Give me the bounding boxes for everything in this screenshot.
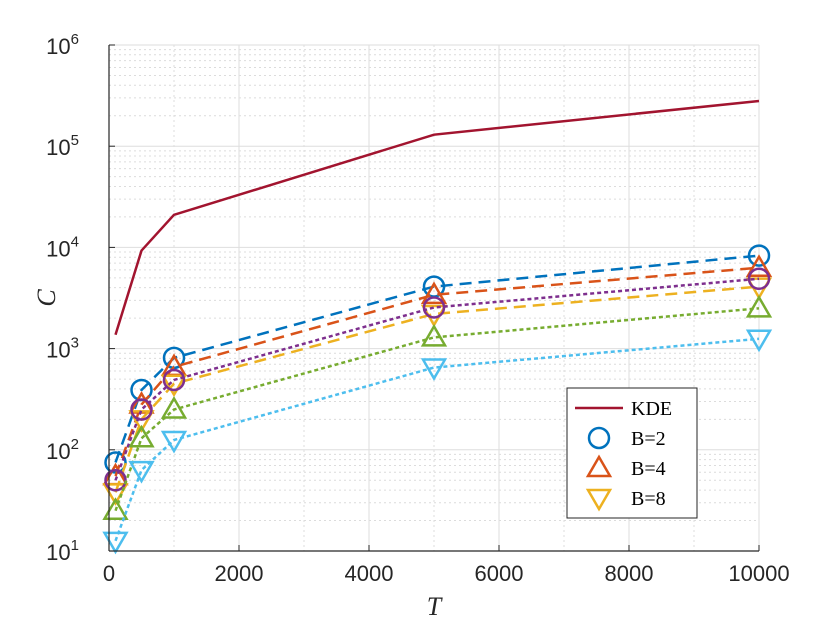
legend-entry: B=2 xyxy=(587,426,666,450)
series-line xyxy=(114,277,760,481)
data-point-marker xyxy=(745,329,773,353)
legend-label: B=2 xyxy=(631,428,666,450)
legend-label: KDE xyxy=(631,398,672,420)
legend-marker-swatch xyxy=(587,426,611,450)
y-tick-label: 106 xyxy=(46,31,79,59)
legend-entry: B=8 xyxy=(585,488,666,512)
legend-marker-swatch xyxy=(585,488,613,512)
data-point-marker xyxy=(104,469,127,492)
data-point-marker xyxy=(745,254,773,277)
y-tick-label: 105 xyxy=(46,132,79,160)
data-point-marker xyxy=(128,424,155,448)
series-line xyxy=(114,99,760,336)
y-tick-label: 102 xyxy=(46,436,79,464)
series-line xyxy=(114,266,760,477)
legend-marker-swatch xyxy=(585,454,613,478)
legend-label: B=8 xyxy=(631,488,666,510)
series-unnamed-6 xyxy=(102,329,773,555)
data-point-marker xyxy=(745,294,773,318)
y-tick-label: 104 xyxy=(46,233,79,261)
series-unnamed-4 xyxy=(104,267,771,492)
axes: 0 2000 4000 6000 8000 10000 101 102 103 104 105 106 xyxy=(46,31,789,586)
legend-entry: KDE xyxy=(575,398,672,420)
x-tick-label: 4000 xyxy=(345,561,394,586)
data-point-marker xyxy=(102,531,129,555)
data-point-marker xyxy=(130,398,153,421)
series-line xyxy=(114,337,760,542)
data-point-marker xyxy=(160,396,188,419)
x-tick-label: 2000 xyxy=(215,561,264,586)
y-axis-label: C xyxy=(32,289,61,307)
x-tick-label: 8000 xyxy=(605,561,654,586)
data-point-marker xyxy=(747,244,771,267)
data-point-marker xyxy=(420,358,448,382)
data-point-marker xyxy=(128,460,155,484)
legend-box xyxy=(566,387,698,519)
data-point-marker xyxy=(102,497,129,520)
series-line xyxy=(114,285,760,493)
data-point-marker xyxy=(160,374,188,398)
legend-label: B=4 xyxy=(631,458,666,480)
y-tick-label: 101 xyxy=(46,537,79,565)
x-tick-label: 0 xyxy=(103,561,115,586)
data-point-marker xyxy=(162,368,186,392)
series-kde xyxy=(114,99,760,336)
data-point-marker xyxy=(747,267,771,291)
data-point-marker xyxy=(420,323,448,347)
data-point-marker xyxy=(422,296,446,319)
series-layer xyxy=(102,99,773,555)
data-point-marker xyxy=(160,430,188,454)
legend: KDE B=2 B=4 B=8 xyxy=(566,387,698,519)
data-point-marker xyxy=(420,281,448,305)
x-tick-label: 10000 xyxy=(728,561,789,586)
x-axis-label: T xyxy=(427,592,443,621)
legend-entry: B=4 xyxy=(585,454,666,480)
y-tick-label: 103 xyxy=(46,335,79,363)
x-tick-label: 6000 xyxy=(475,561,524,586)
